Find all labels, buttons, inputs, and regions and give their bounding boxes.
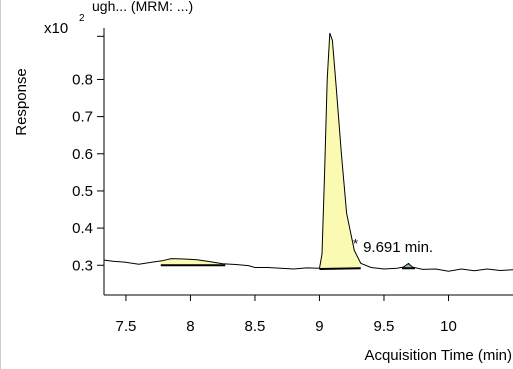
x-tick-label: 9 (315, 318, 323, 335)
x-ticks: 7.5 8 8.5 9 9.5 10 (116, 295, 457, 335)
y-tick-label: 0.5 (72, 183, 93, 200)
chromatogram-trace (103, 32, 513, 272)
y-tick-label: 0.4 (72, 220, 93, 237)
y-tick-label: 0.8 (72, 71, 93, 88)
peak-marker: * (353, 236, 358, 251)
y-multiplier-base: x10 (44, 20, 68, 37)
peak-annotations: * 9.691 min. (353, 236, 433, 256)
x-axis-label: Acquisition Time (min) (364, 347, 512, 364)
integrated-peak-area (160, 258, 226, 266)
y-axis-label: Response (13, 68, 30, 136)
integrated-peak-area (319, 33, 361, 269)
peak-annotation: * 9.691 min. (353, 236, 433, 256)
x-tick-label: 8 (186, 318, 194, 335)
y-multiplier-exponent: 2 (79, 13, 85, 24)
peak-retention-time: 9.691 min. (363, 239, 433, 256)
x-tick-label: 7.5 (116, 318, 137, 335)
x-tick-label: 9.5 (374, 318, 395, 335)
x-tick-label: 8.5 (245, 318, 266, 335)
chart-title: ugh... (MRM: ...) (92, 0, 193, 14)
y-tick-label: 0.3 (72, 257, 93, 274)
y-tick-label: 0.7 (72, 109, 93, 126)
y-multiplier: x10 2 (44, 13, 85, 37)
y-tick-label: 0.6 (72, 146, 93, 163)
peak-baseline (319, 267, 361, 270)
y-ticks: 0.3 0.4 0.5 0.6 0.7 0.8 (72, 35, 104, 274)
x-tick-label: 10 (440, 318, 457, 335)
axes (103, 28, 513, 296)
